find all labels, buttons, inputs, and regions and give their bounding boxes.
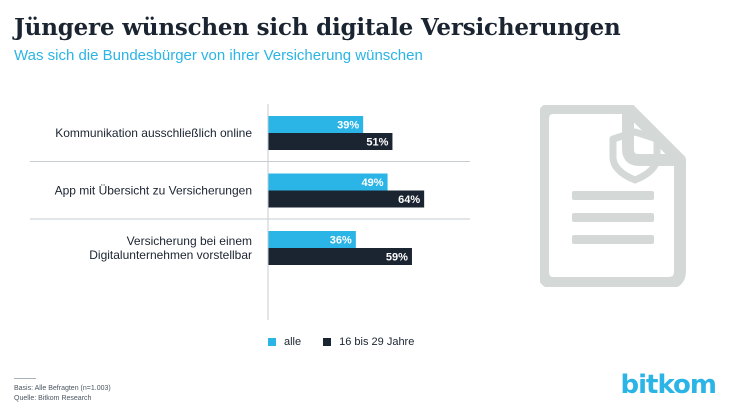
legend-label-16-29: 16 bis 29 Jahre xyxy=(339,336,415,348)
bar-chart: Kommunikation ausschließlich online 39% 51… xyxy=(30,104,470,320)
data-label: 49% xyxy=(362,177,384,189)
bar-16-29 xyxy=(268,133,393,150)
category-label: App mit Übersicht zu Versicherungen xyxy=(55,184,252,198)
category-label: Kommunikation ausschließlich online xyxy=(55,126,252,140)
chart-title: Jüngere wünschen sich digitale Versicher… xyxy=(14,14,621,41)
chart-legend: alle 16 bis 29 Jahre xyxy=(268,336,436,348)
bar-16-29 xyxy=(268,248,412,265)
insurance-document-icon xyxy=(540,105,686,287)
data-label: 59% xyxy=(386,252,408,264)
category-label: Versicherung bei einem xyxy=(127,234,252,248)
category-label: Digitalunternehmen vorstellbar xyxy=(89,248,252,262)
bar-16-29 xyxy=(268,190,425,208)
bar-alle xyxy=(268,231,356,248)
data-label: 51% xyxy=(366,137,388,149)
data-label: 64% xyxy=(398,194,420,206)
legend-label-alle: alle xyxy=(284,336,302,348)
data-label: 39% xyxy=(337,120,359,132)
footer-basis: Basis: Alle Befragten (n=1.003) xyxy=(14,385,111,392)
chart-subtitle: Was sich die Bundesbürger von ihrer Vers… xyxy=(14,47,423,64)
data-label: 36% xyxy=(330,235,352,247)
legend-swatch-16-29 xyxy=(323,338,332,346)
legend-item-16-29: 16 bis 29 Jahre xyxy=(323,336,414,348)
bar-alle xyxy=(268,173,388,191)
legend-item-alle: alle xyxy=(268,336,301,348)
footer-divider xyxy=(14,378,36,379)
legend-swatch-alle xyxy=(268,338,276,346)
footer-source: Quelle: Bitkom Research xyxy=(14,395,92,402)
bar-alle xyxy=(268,116,364,133)
bitkom-logo: bitkom xyxy=(620,370,717,400)
